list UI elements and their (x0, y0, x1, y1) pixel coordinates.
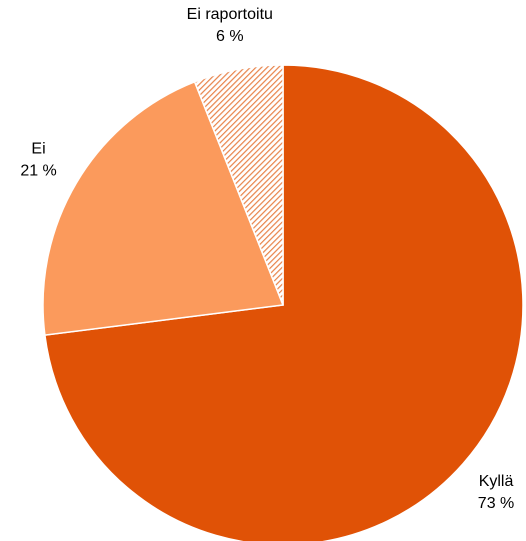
pie-slice (44, 64, 524, 541)
slice-value-label: 6 % (216, 28, 244, 45)
slice-value-label: 21 % (20, 163, 56, 180)
slice-value-label: 73 % (478, 495, 514, 512)
slice-label: Kyllä (479, 473, 514, 490)
slice-label: Ei (31, 141, 45, 158)
pie-slice (42, 80, 285, 336)
slice-label: Ei raportoitu (187, 6, 273, 23)
pie-slice (193, 64, 284, 306)
